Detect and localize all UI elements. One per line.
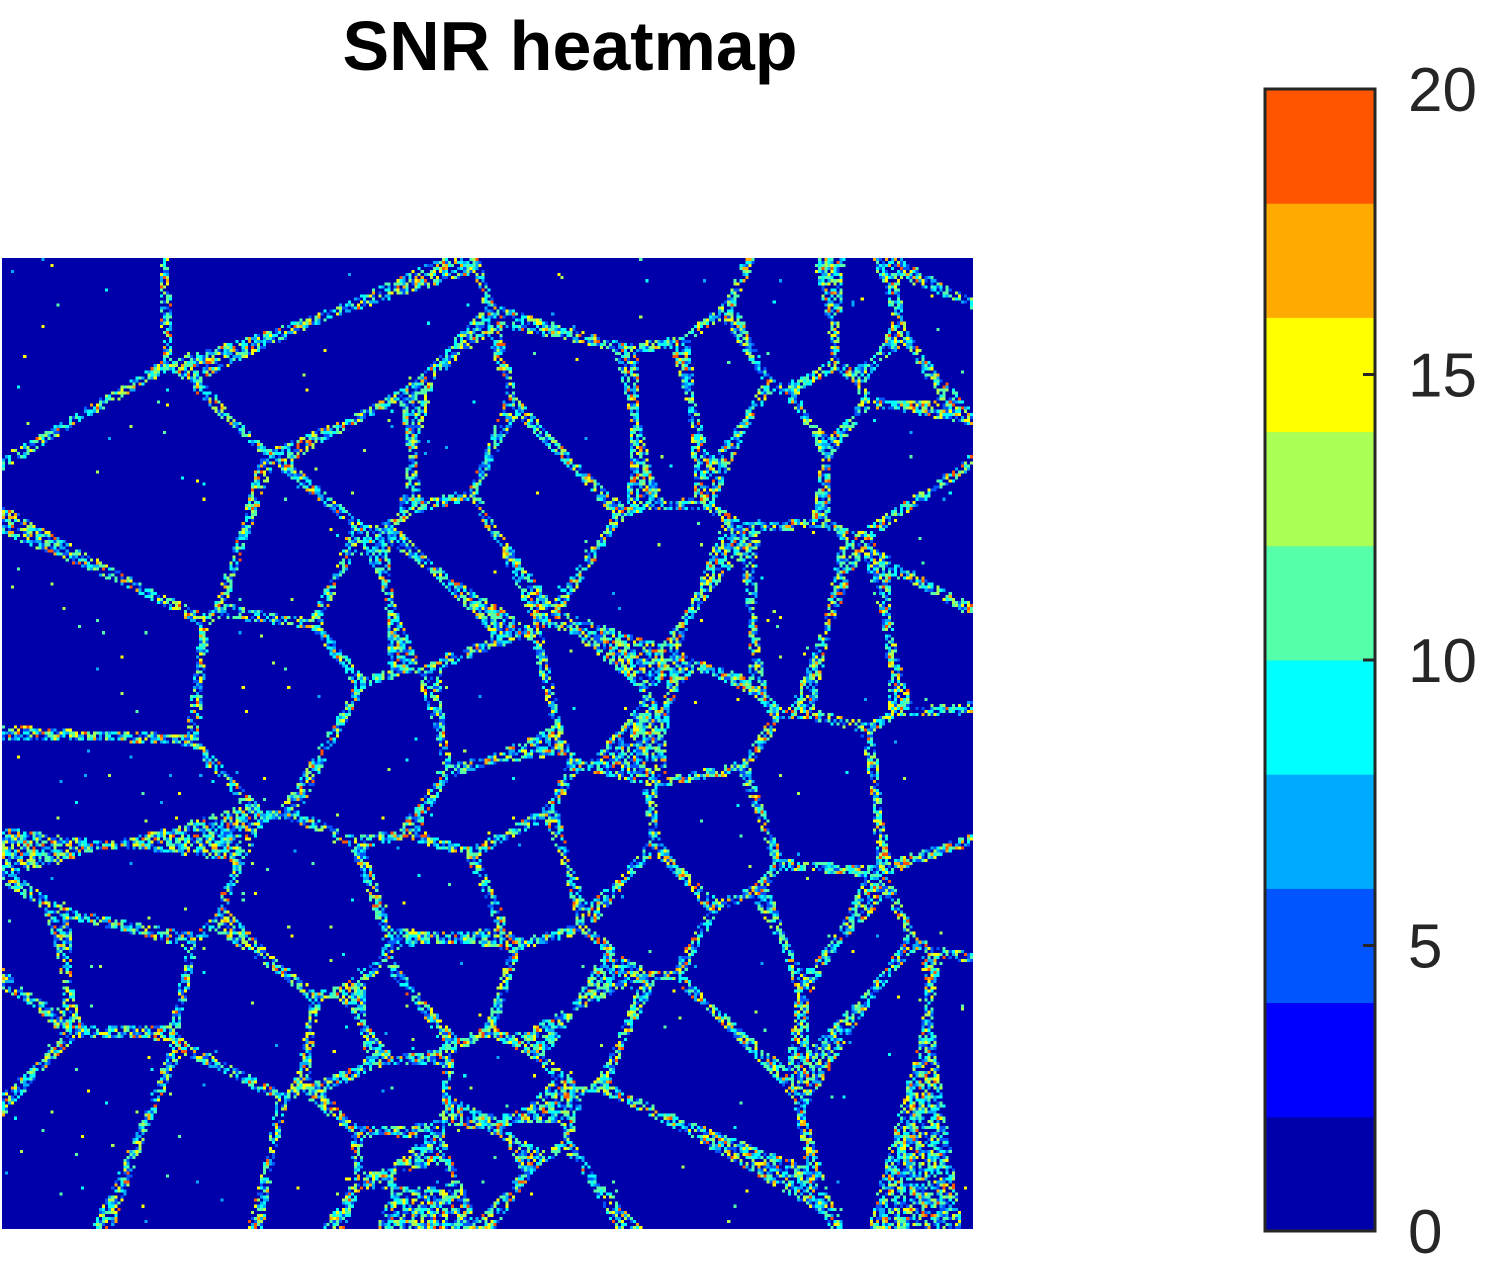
heatmap-plot-area: [2, 258, 973, 1229]
colorbar-ticks: 0 5 10 15 20: [1363, 56, 1477, 1262]
colorbar-level: [1265, 89, 1375, 204]
chart-title: SNR heatmap: [342, 7, 797, 85]
colorbar-level: [1265, 774, 1375, 889]
colorbar-levels: [1265, 89, 1375, 1232]
colorbar-tick-label: 20: [1408, 56, 1477, 125]
colorbar-tick-label: 5: [1408, 913, 1442, 982]
colorbar-tick-label: 0: [1408, 1198, 1442, 1262]
colorbar-level: [1265, 660, 1375, 775]
colorbar-level: [1265, 1002, 1375, 1118]
colorbar-level: [1265, 888, 1375, 1004]
colorbar-level: [1265, 545, 1375, 661]
colorbar-tick-label: 10: [1408, 627, 1477, 696]
colorbar-level: [1265, 431, 1375, 547]
colorbar-tick-label: 15: [1408, 342, 1477, 411]
colorbar-level: [1265, 203, 1375, 318]
colorbar-level: [1265, 317, 1375, 433]
colorbar-frame: [1263, 87, 1377, 1233]
colorbar: 0 5 10 15 20: [1263, 56, 1477, 1262]
colorbar-level: [1265, 1116, 1375, 1232]
heatmap-image: [2, 258, 973, 1229]
